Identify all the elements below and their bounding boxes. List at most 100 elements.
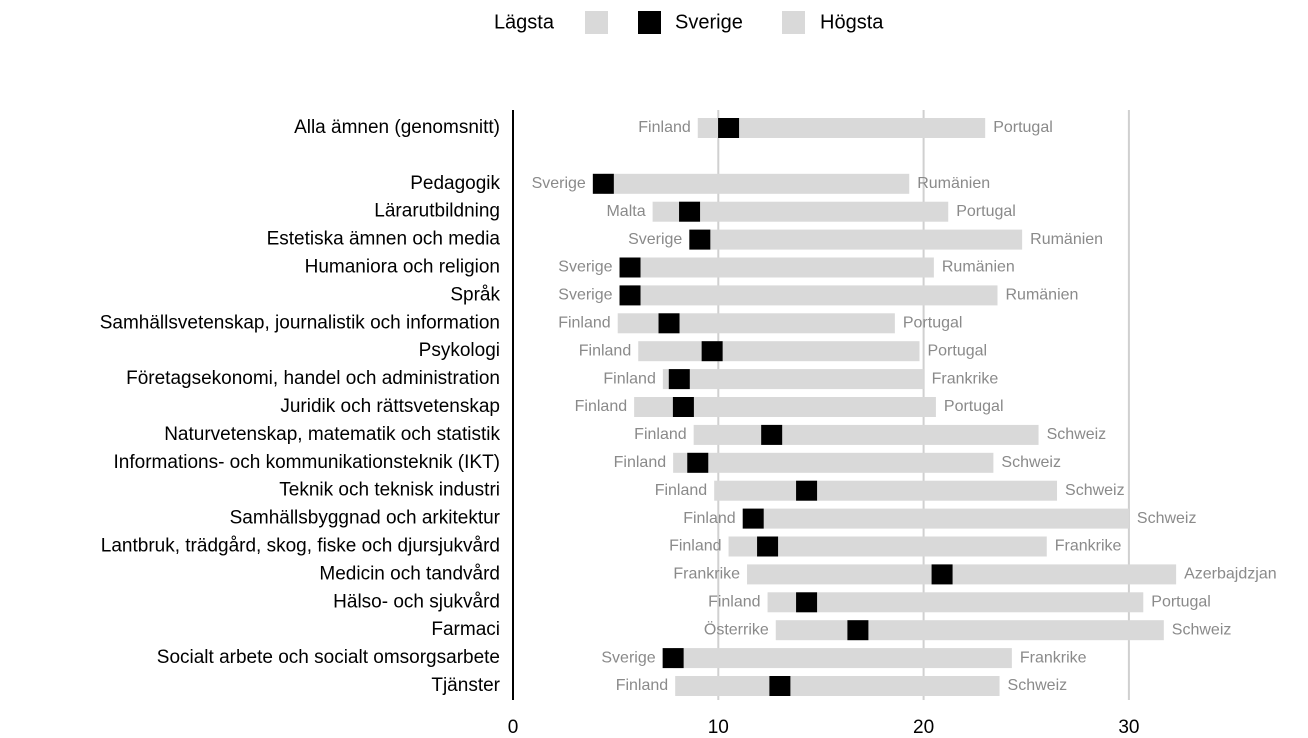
high-label: Frankrike	[1055, 538, 1122, 555]
sweden-marker	[742, 508, 764, 529]
high-label: Portugal	[1151, 594, 1211, 611]
category-label: Informations- och kommunikationsteknik (…	[114, 452, 500, 473]
range-bar	[673, 648, 1012, 669]
range-bar	[714, 480, 1058, 501]
x-tick-label: 20	[913, 717, 934, 738]
legend-label: Högsta	[820, 11, 884, 33]
low-label: Finland	[614, 454, 666, 471]
high-label: Rumänien	[1030, 231, 1103, 248]
sweden-marker	[662, 648, 684, 669]
low-label: Finland	[575, 398, 627, 415]
low-label: Finland	[616, 677, 668, 694]
range-bar	[652, 201, 949, 222]
legend-label: Sverige	[675, 11, 743, 33]
category-label: Lantbruk, trädgård, skog, fiske och djur…	[101, 536, 500, 557]
high-label: Portugal	[903, 315, 963, 332]
low-label: Finland	[558, 315, 610, 332]
sweden-marker	[847, 620, 869, 641]
range-bar	[697, 118, 986, 138]
low-label: Sverige	[601, 649, 655, 666]
high-label: Frankrike	[932, 370, 999, 387]
high-label: Portugal	[944, 398, 1004, 415]
range-bar	[662, 369, 924, 390]
sweden-marker	[679, 201, 701, 222]
sweden-marker	[689, 229, 711, 250]
high-label: Rumänien	[942, 259, 1015, 276]
high-label: Frankrike	[1020, 649, 1087, 666]
category-label: Företagsekonomi, handel och administrati…	[126, 368, 500, 389]
x-tick-label: 30	[1118, 717, 1139, 738]
range-bar	[728, 536, 1047, 557]
low-label: Sverige	[628, 231, 682, 248]
high-label: Portugal	[993, 119, 1053, 136]
high-label: Schweiz	[1001, 454, 1061, 471]
category-label: Alla ämnen (genomsnitt)	[294, 117, 500, 138]
high-label: Schweiz	[1137, 510, 1197, 527]
range-bar	[675, 676, 1000, 696]
range-bar	[744, 508, 1129, 529]
low-label: Finland	[634, 426, 686, 443]
range-bar	[617, 313, 895, 334]
high-label: Schweiz	[1047, 426, 1107, 443]
sweden-marker	[701, 341, 723, 362]
high-label: Portugal	[956, 203, 1016, 220]
sweden-marker	[796, 592, 818, 613]
high-label: Schweiz	[1172, 621, 1232, 638]
sweden-marker	[757, 536, 779, 557]
range-bar	[775, 620, 1164, 641]
high-label: Rumänien	[917, 175, 990, 192]
low-label: Finland	[655, 482, 707, 499]
x-tick-label: 0	[508, 717, 519, 738]
range-bar	[634, 397, 936, 417]
legend-swatch	[782, 11, 805, 34]
sweden-marker	[931, 564, 953, 585]
low-label: Finland	[579, 342, 631, 359]
category-label: Lärarutbildning	[374, 201, 500, 222]
category-label: Estetiska ämnen och media	[267, 229, 501, 250]
range-bar	[767, 592, 1144, 613]
sweden-marker	[796, 480, 818, 501]
category-label: Teknik och teknisk industri	[279, 480, 500, 501]
sweden-marker	[718, 118, 740, 138]
category-label: Psykologi	[419, 340, 500, 361]
category-label: Juridik och rättsvetenskap	[280, 396, 500, 417]
category-label: Pedagogik	[410, 173, 500, 194]
category-label: Humaniora och religion	[305, 257, 500, 278]
range-bar	[630, 285, 998, 306]
low-label: Österrike	[704, 620, 769, 638]
category-label: Tjänster	[431, 675, 500, 696]
range-bar	[638, 341, 920, 362]
high-label: Azerbajdzjan	[1184, 566, 1277, 583]
low-label: Sverige	[558, 259, 612, 276]
range-bar	[699, 229, 1023, 250]
sweden-marker	[619, 285, 641, 306]
low-label: Finland	[683, 510, 735, 527]
sweden-marker	[592, 173, 614, 194]
legend-swatch	[585, 11, 608, 34]
category-label: Farmaci	[431, 619, 500, 640]
range-bar	[603, 173, 910, 194]
legend-label: Lägsta	[494, 11, 555, 33]
high-label: Schweiz	[1008, 677, 1068, 694]
category-label: Hälso- och sjukvård	[333, 591, 500, 612]
low-label: Sverige	[558, 287, 612, 304]
range-bar	[630, 257, 934, 278]
x-tick-label: 10	[708, 717, 729, 738]
category-label: Medicin och tandvård	[319, 563, 500, 584]
high-label: Rumänien	[1006, 287, 1079, 304]
low-label: Finland	[708, 594, 760, 611]
sweden-marker	[769, 676, 791, 696]
sweden-marker	[619, 257, 641, 278]
sweden-marker	[668, 369, 690, 390]
low-label: Frankrike	[673, 566, 740, 583]
category-label: Språk	[450, 284, 500, 305]
low-label: Malta	[606, 203, 645, 220]
range-bar	[693, 424, 1039, 445]
category-label: Socialt arbete och socialt omsorgsarbete	[157, 647, 500, 668]
sweden-marker	[761, 424, 783, 445]
low-label: Finland	[669, 538, 721, 555]
low-label: Sverige	[532, 175, 586, 192]
sweden-marker	[687, 452, 709, 473]
category-label: Naturvetenskap, matematik och statistik	[164, 424, 500, 445]
